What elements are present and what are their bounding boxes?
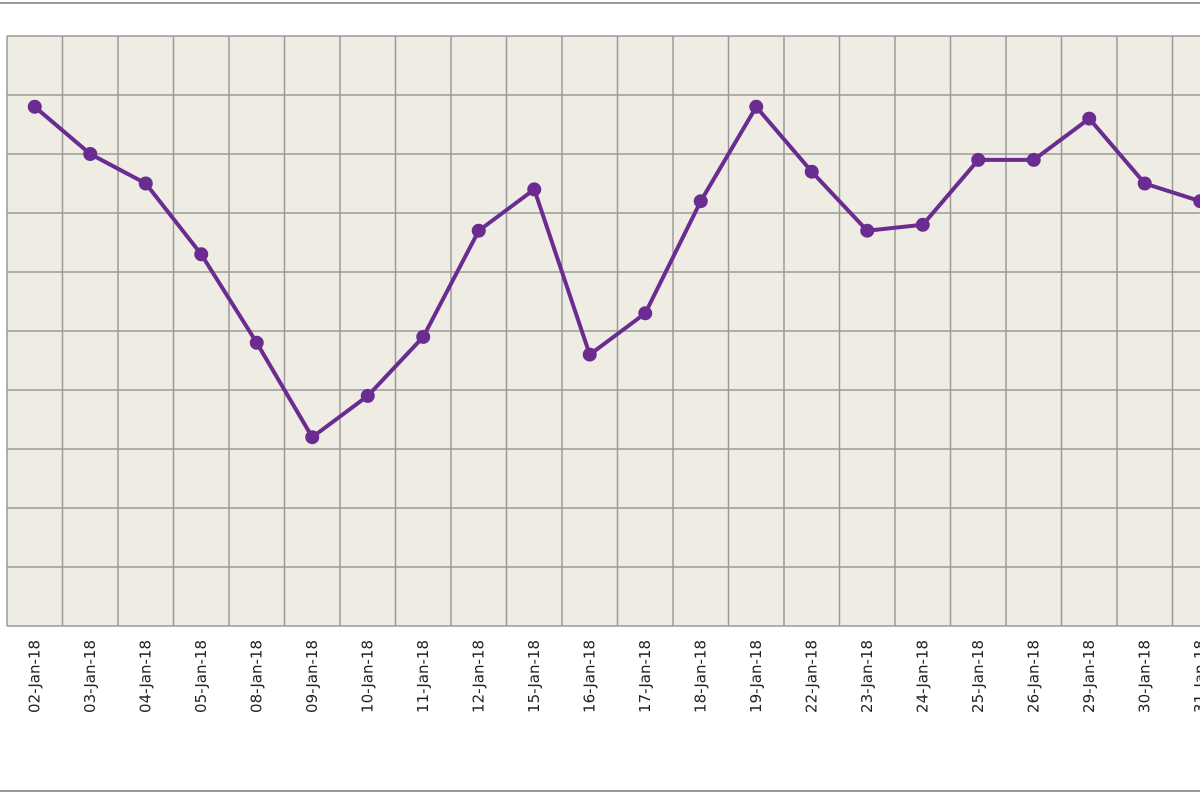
data-point xyxy=(860,223,875,238)
x-tick-label: 19-Jan-18 xyxy=(747,640,765,713)
data-point xyxy=(582,347,597,362)
x-tick-label: 25-Jan-18 xyxy=(969,640,987,713)
data-point xyxy=(27,99,42,114)
x-tick-label: 22-Jan-18 xyxy=(802,640,820,713)
x-tick-label: 15-Jan-18 xyxy=(525,640,543,713)
data-point xyxy=(1082,111,1097,126)
data-point xyxy=(915,217,930,232)
data-point xyxy=(749,99,764,114)
x-tick-label: 29-Jan-18 xyxy=(1080,640,1098,713)
data-point xyxy=(1137,176,1152,191)
data-point xyxy=(83,147,98,161)
data-point xyxy=(360,388,375,403)
x-tick-label: 09-Jan-18 xyxy=(303,640,321,713)
data-point xyxy=(693,194,708,209)
series-line xyxy=(33,104,1200,440)
data-point xyxy=(1026,152,1041,167)
data-point xyxy=(305,430,320,445)
x-tick-label: 05-Jan-18 xyxy=(192,640,210,713)
x-tick-label: 02-Jan-18 xyxy=(25,640,43,713)
data-point xyxy=(249,335,264,350)
data-point xyxy=(194,247,209,262)
data-point xyxy=(1193,194,1200,209)
x-tick-label: 18-Jan-18 xyxy=(691,640,709,713)
x-tick-label: 30-Jan-18 xyxy=(1135,640,1153,713)
data-point xyxy=(471,223,486,238)
x-tick-label: 11-Jan-18 xyxy=(414,640,432,713)
x-tick-label: 03-Jan-18 xyxy=(81,640,99,713)
x-tick-label: 26-Jan-18 xyxy=(1024,640,1042,713)
data-point xyxy=(416,329,431,344)
x-tick-label: 31-Jan-18 xyxy=(1191,640,1200,713)
x-tick-label: 17-Jan-18 xyxy=(636,640,654,713)
data-point xyxy=(138,176,153,191)
x-tick-label: 16-Jan-18 xyxy=(580,640,598,713)
x-tick-label: 12-Jan-18 xyxy=(469,640,487,713)
data-point xyxy=(804,164,819,179)
x-tick-label: 04-Jan-18 xyxy=(136,640,154,713)
x-tick-label: 23-Jan-18 xyxy=(858,640,876,713)
data-point xyxy=(527,182,542,197)
data-point xyxy=(971,152,986,167)
x-tick-label: 08-Jan-18 xyxy=(247,640,265,713)
data-point xyxy=(638,306,653,321)
x-tick-label: 24-Jan-18 xyxy=(913,640,931,713)
x-tick-label: 10-Jan-18 xyxy=(358,640,376,713)
